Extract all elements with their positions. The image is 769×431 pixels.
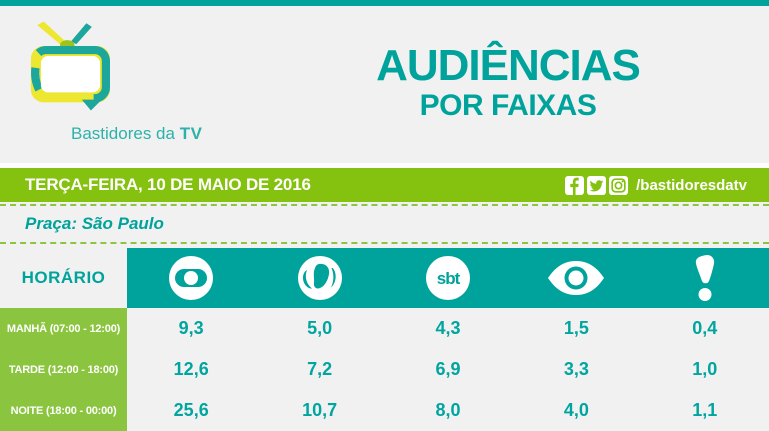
page-title: AUDIÊNCIAS POR FAIXAS <box>308 44 708 121</box>
cell-tarde-record: 7,2 <box>307 359 333 379</box>
brand-logo-text: Bastidores da TV <box>71 124 202 144</box>
cell-manha-band: 1,5 <box>563 318 589 338</box>
location-label: Praça: São Paulo <box>25 214 164 233</box>
cell-tarde-globo: 12,6 <box>173 359 209 379</box>
page-title-line2: POR FAIXAS <box>419 89 597 122</box>
sbt-logo-icon: sbt <box>425 256 470 300</box>
network-header-redetv <box>640 248 769 308</box>
tv-logo-icon <box>30 21 111 111</box>
page-title-line1: AUDIÊNCIAS <box>376 41 641 90</box>
cell-manha-record: 5,0 <box>307 318 333 338</box>
cell-noite-redetv: 1,1 <box>692 400 718 420</box>
top-accent-bar <box>0 0 769 6</box>
row-label-text: MANHÃ (07:00 - 12:00) <box>6 322 121 335</box>
row-label-text: TARDE (12:00 - 18:00) <box>8 363 119 376</box>
record-logo-icon <box>297 256 342 300</box>
network-header-record <box>255 248 384 308</box>
cell-tarde-sbt: 6,9 <box>435 359 461 379</box>
facebook-icon[interactable] <box>565 175 585 195</box>
header-divider <box>0 163 769 168</box>
table-header-horario: HORÁRIO <box>0 248 127 308</box>
cell-noite-sbt: 8,0 <box>435 400 461 420</box>
network-header-globo <box>127 248 256 308</box>
cell-tarde-band: 3,3 <box>563 359 589 379</box>
network-header-sbt: sbt <box>383 248 513 308</box>
cell-noite-globo: 25,6 <box>173 400 209 420</box>
cell-tarde-redetv: 1,0 <box>692 359 718 379</box>
date-bar: TERÇA-FEIRA, 10 DE MAIO DE 2016 /bastido… <box>0 168 769 202</box>
network-header-band <box>512 248 641 308</box>
globo-logo-icon <box>169 256 214 300</box>
brand-logo-text-bold: TV <box>179 124 203 143</box>
location-section: Praça: São Paulo <box>0 204 769 244</box>
band-logo-icon <box>548 261 605 295</box>
twitter-icon[interactable] <box>587 175 607 195</box>
row-label-noite: NOITE (18:00 - 00:00) <box>0 390 127 431</box>
redetv-logo-icon <box>695 254 714 301</box>
social-handle[interactable]: /bastidoresdatv <box>636 176 747 194</box>
horario-label: HORÁRIO <box>21 268 106 287</box>
cell-noite-record: 10,7 <box>302 400 338 420</box>
instagram-icon[interactable] <box>609 175 629 195</box>
cell-manha-sbt: 4,3 <box>435 318 461 338</box>
cell-noite-band: 4,0 <box>563 400 589 420</box>
brand-logo-text-regular: Bastidores da <box>71 124 180 143</box>
cell-manha-redetv: 0,4 <box>692 318 718 338</box>
brand-logo: Bastidores da TV <box>18 14 218 144</box>
sbt-logo-text: sbt <box>437 269 461 288</box>
social-links: /bastidoresdatv <box>565 175 747 195</box>
row-label-manha: MANHÃ (07:00 - 12:00) <box>0 308 127 349</box>
ratings-table: HORÁRIO sbt <box>0 248 769 431</box>
date-text: TERÇA-FEIRA, 10 DE MAIO DE 2016 <box>25 175 311 194</box>
cell-manha-globo: 9,3 <box>178 318 204 338</box>
row-label-text: NOITE (18:00 - 00:00) <box>10 404 117 417</box>
row-label-tarde: TARDE (12:00 - 18:00) <box>0 349 127 390</box>
